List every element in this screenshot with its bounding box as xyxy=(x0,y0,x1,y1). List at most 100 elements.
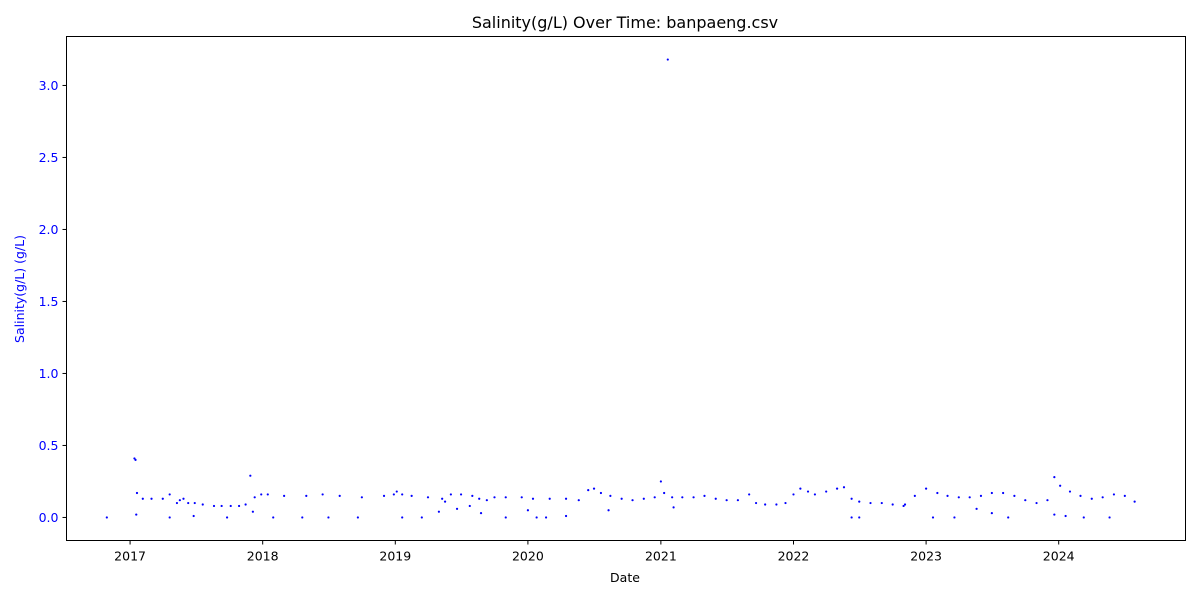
data-point xyxy=(607,509,610,512)
plot-area-frame xyxy=(66,36,1186,541)
data-point xyxy=(799,487,802,490)
data-point xyxy=(825,490,828,493)
data-point xyxy=(105,516,108,519)
data-point xyxy=(526,509,530,512)
data-point xyxy=(1101,496,1104,499)
data-point xyxy=(725,499,728,502)
data-point xyxy=(1053,476,1056,479)
data-point xyxy=(187,501,190,505)
data-point xyxy=(903,503,907,506)
data-point xyxy=(443,500,447,503)
data-point xyxy=(192,514,195,518)
data-point xyxy=(975,507,978,510)
data-point xyxy=(212,504,216,508)
data-point xyxy=(1064,514,1067,518)
data-point xyxy=(437,510,440,513)
data-point xyxy=(305,494,308,497)
data-point xyxy=(1123,494,1126,497)
data-point xyxy=(880,501,883,505)
data-point xyxy=(990,491,993,495)
data-point xyxy=(493,496,496,499)
data-point xyxy=(420,516,423,519)
data-point xyxy=(869,501,872,505)
y-tick-label: 3.0 xyxy=(39,78,59,93)
data-point xyxy=(395,490,398,493)
data-point xyxy=(449,493,452,496)
y-tick-label: 2.0 xyxy=(39,222,59,237)
data-point xyxy=(913,494,916,497)
data-point xyxy=(792,493,795,496)
data-point xyxy=(135,513,138,516)
data-point xyxy=(692,496,695,499)
data-point xyxy=(479,512,483,515)
data-points xyxy=(105,58,1136,519)
data-point xyxy=(321,493,324,496)
y-tick-label: 2.5 xyxy=(39,150,59,165)
data-point xyxy=(990,512,993,515)
data-point xyxy=(260,493,263,496)
data-point xyxy=(135,491,139,495)
data-point xyxy=(813,493,817,496)
data-point xyxy=(806,490,810,493)
data-point xyxy=(360,496,363,499)
data-point xyxy=(1035,501,1038,505)
data-point xyxy=(858,500,861,503)
data-point xyxy=(520,496,523,499)
data-point xyxy=(1046,499,1049,502)
data-point xyxy=(748,493,751,496)
data-point xyxy=(1090,497,1093,500)
data-point xyxy=(936,491,939,495)
data-point xyxy=(891,503,894,506)
data-point xyxy=(671,496,674,499)
data-point xyxy=(134,458,137,461)
data-point xyxy=(666,58,669,61)
data-point xyxy=(835,487,839,490)
data-point xyxy=(478,497,481,500)
data-point xyxy=(1013,494,1016,497)
data-point xyxy=(178,499,181,502)
data-point xyxy=(858,516,861,519)
data-point xyxy=(544,516,548,519)
data-point xyxy=(672,506,675,509)
y-tick-label: 0.5 xyxy=(39,438,59,453)
data-point xyxy=(168,516,171,519)
data-point xyxy=(504,516,507,519)
data-point xyxy=(592,487,596,490)
data-point xyxy=(736,499,740,502)
data-point xyxy=(1112,493,1116,496)
data-point xyxy=(220,504,223,508)
data-point xyxy=(1002,491,1005,495)
data-point xyxy=(531,497,535,500)
data-point xyxy=(504,496,507,499)
data-point xyxy=(201,503,204,506)
data-point xyxy=(1082,516,1085,519)
data-point xyxy=(356,516,359,519)
data-point xyxy=(251,510,254,513)
y-tick-label: 1.0 xyxy=(39,366,59,381)
data-point xyxy=(150,497,153,500)
x-tick-label: 2021 xyxy=(645,549,677,564)
data-point xyxy=(253,496,256,499)
data-point xyxy=(653,496,656,499)
data-point xyxy=(441,497,444,500)
data-point xyxy=(946,494,949,497)
data-point xyxy=(468,504,471,508)
data-point xyxy=(301,516,304,519)
x-tick-label: 2020 xyxy=(512,549,544,564)
x-tick-label: 2018 xyxy=(247,549,279,564)
y-tick-label: 0.0 xyxy=(39,510,59,525)
data-point xyxy=(225,516,229,519)
data-point xyxy=(182,497,185,500)
data-point xyxy=(931,516,935,519)
data-point xyxy=(663,491,666,495)
data-point xyxy=(1108,516,1111,519)
data-point xyxy=(1053,513,1056,516)
y-tick-label: 1.5 xyxy=(39,294,59,309)
x-tick-label: 2024 xyxy=(1043,549,1075,564)
data-point xyxy=(764,503,767,506)
data-point xyxy=(382,494,386,497)
data-point xyxy=(401,516,404,519)
data-point xyxy=(659,480,662,483)
y-axis-label: Salinity(g/L) (g/L) xyxy=(12,235,27,343)
